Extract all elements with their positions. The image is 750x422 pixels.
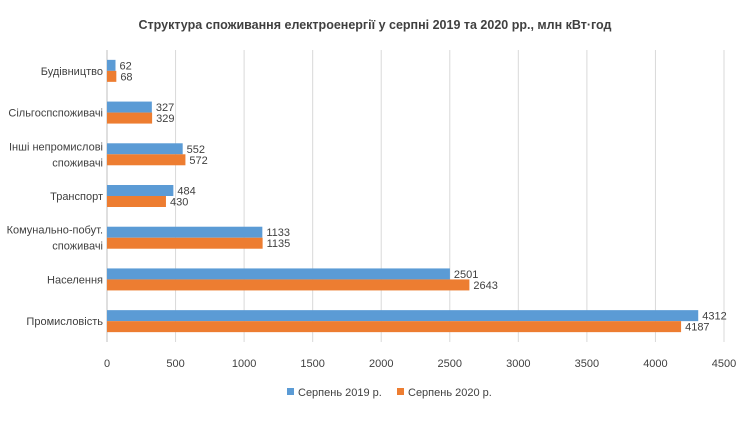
bar: [107, 321, 682, 333]
category-label: Транспорт: [50, 191, 103, 203]
data-label: 552: [187, 144, 205, 156]
data-label: 327: [156, 102, 174, 114]
legend-label: Серпень 2020 р.: [408, 387, 492, 399]
category-label: споживачі: [52, 241, 103, 253]
data-label: 62: [120, 60, 132, 72]
x-tick-label: 1500: [300, 358, 324, 370]
data-label: 4187: [685, 322, 709, 334]
category-label: Сільгоспспоживачі: [8, 108, 103, 120]
category-label: Населення: [47, 274, 103, 286]
x-tick-label: 2000: [369, 358, 393, 370]
bar: [107, 196, 166, 207]
x-tick-label: 4500: [712, 358, 736, 370]
bar: [107, 112, 153, 124]
x-tick-label: 3500: [575, 358, 599, 370]
legend-swatch: [397, 388, 404, 395]
bar: [107, 226, 263, 238]
data-label: 484: [177, 186, 195, 198]
legend-swatch: [287, 388, 294, 395]
category-label: Будівництво: [41, 66, 103, 78]
bar: [107, 70, 117, 82]
chart-title: Структура споживання електроенергії у се…: [139, 18, 612, 32]
gridlines: [175, 50, 725, 342]
data-label: 1133: [266, 227, 290, 239]
bar: [107, 279, 470, 291]
legend: Серпень 2019 р. Серпень 2020 р.: [287, 387, 492, 399]
bar: [107, 310, 699, 322]
data-label: 2501: [454, 269, 478, 281]
x-tick-label: 500: [166, 358, 184, 370]
bar: [107, 101, 152, 113]
bar: [107, 143, 183, 155]
data-label: 329: [156, 113, 174, 125]
x-tick-label: 0: [104, 358, 110, 370]
data-label: 4312: [702, 311, 726, 323]
bar: [107, 237, 263, 249]
x-tick-label: 3000: [506, 358, 530, 370]
data-label: 68: [120, 71, 132, 83]
x-tick-label: 1000: [232, 358, 256, 370]
data-label: 572: [189, 155, 207, 167]
category-label: Комунально-побут.: [7, 225, 103, 237]
bars: [107, 59, 699, 333]
x-tick-label: 2500: [438, 358, 462, 370]
axes: 0 500 1000 1500 2000 2500 3000 3500 4000 4500 Буді…: [7, 50, 736, 370]
x-tick-label: 4000: [643, 358, 667, 370]
legend-label: Серпень 2019 р.: [298, 387, 382, 399]
category-label: Інші непромислові: [9, 141, 103, 153]
category-label: споживачі: [52, 157, 103, 169]
data-label: 2643: [473, 280, 497, 292]
data-label: 430: [170, 197, 188, 209]
bar: [107, 185, 174, 196]
bar: [107, 154, 186, 166]
data-label: 1135: [267, 238, 291, 250]
category-label: Промисловість: [26, 316, 103, 328]
bar: [107, 59, 116, 71]
bar: [107, 268, 450, 280]
